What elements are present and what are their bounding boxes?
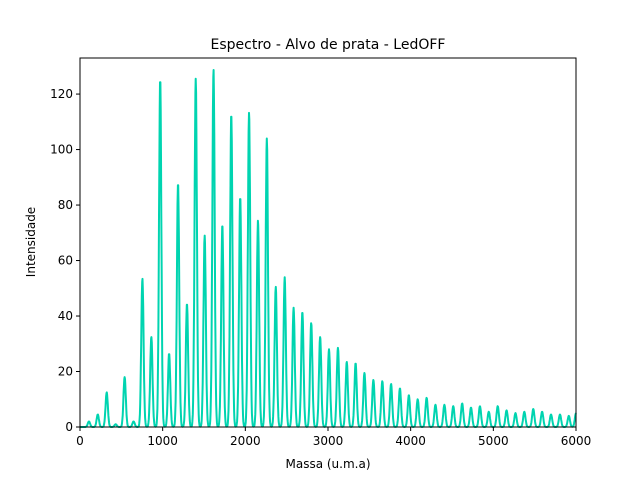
y-tick-label: 20	[58, 365, 73, 379]
y-tick-label: 100	[50, 143, 73, 157]
x-tick-label: 0	[76, 434, 84, 448]
x-tick-label: 4000	[395, 434, 426, 448]
y-tick-label: 40	[58, 309, 73, 323]
x-axis-label: Massa (u.m.a)	[285, 457, 370, 471]
x-tick-label: 2000	[230, 434, 261, 448]
y-axis-label: Intensidade	[24, 207, 38, 277]
y-axis: 0 20 40 60 80 100 120	[50, 87, 80, 434]
x-tick-label: 1000	[147, 434, 178, 448]
y-tick-label: 80	[58, 198, 73, 212]
y-tick-label: 60	[58, 254, 73, 268]
plot-area	[79, 69, 577, 428]
y-tick-label: 0	[65, 420, 73, 434]
x-axis: 0 1000 2000 3000 4000 5000 6000	[76, 427, 591, 448]
x-tick-label: 6000	[561, 434, 592, 448]
y-tick-label: 120	[50, 87, 73, 101]
x-tick-label: 5000	[478, 434, 509, 448]
series-line	[79, 69, 577, 428]
x-tick-label: 3000	[313, 434, 344, 448]
chart-title: Espectro - Alvo de prata - LedOFF	[211, 37, 446, 53]
